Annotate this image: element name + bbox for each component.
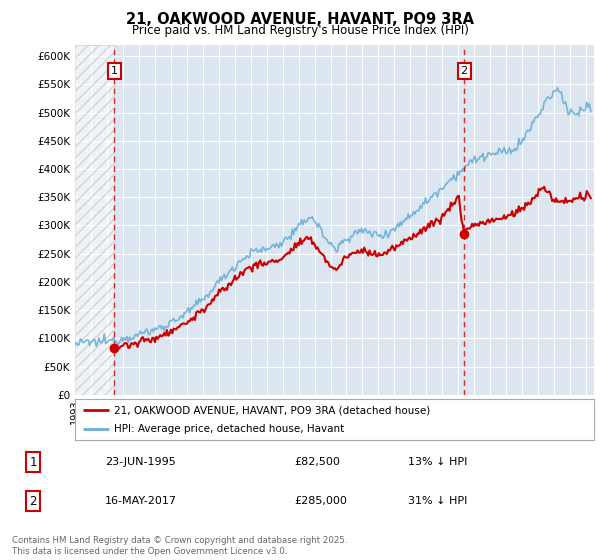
- Text: 1: 1: [29, 455, 37, 469]
- Text: 21, OAKWOOD AVENUE, HAVANT, PO9 3RA (detached house): 21, OAKWOOD AVENUE, HAVANT, PO9 3RA (det…: [114, 405, 430, 415]
- Text: 31% ↓ HPI: 31% ↓ HPI: [408, 496, 467, 506]
- Text: 23-JUN-1995: 23-JUN-1995: [105, 457, 176, 467]
- Text: Contains HM Land Registry data © Crown copyright and database right 2025.
This d: Contains HM Land Registry data © Crown c…: [12, 536, 347, 556]
- Text: 16-MAY-2017: 16-MAY-2017: [105, 496, 177, 506]
- Text: 2: 2: [461, 66, 468, 76]
- Text: 13% ↓ HPI: 13% ↓ HPI: [408, 457, 467, 467]
- Text: HPI: Average price, detached house, Havant: HPI: Average price, detached house, Hava…: [114, 424, 344, 433]
- Text: 21, OAKWOOD AVENUE, HAVANT, PO9 3RA: 21, OAKWOOD AVENUE, HAVANT, PO9 3RA: [126, 12, 474, 27]
- Bar: [75, 45, 115, 395]
- Text: 2: 2: [29, 494, 37, 508]
- Text: £82,500: £82,500: [294, 457, 340, 467]
- Text: £285,000: £285,000: [294, 496, 347, 506]
- Text: 1: 1: [111, 66, 118, 76]
- Text: Price paid vs. HM Land Registry's House Price Index (HPI): Price paid vs. HM Land Registry's House …: [131, 24, 469, 36]
